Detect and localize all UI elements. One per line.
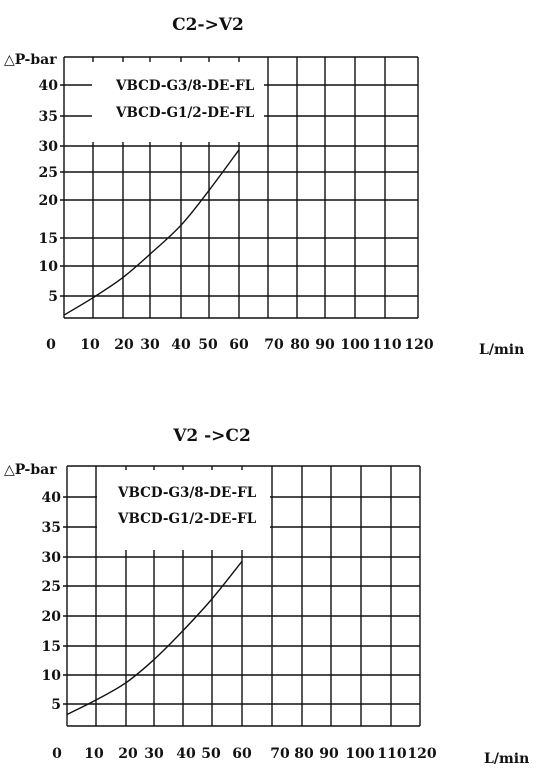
- x-tick-label: 60: [229, 337, 249, 353]
- y-tick-label: 40: [42, 490, 62, 506]
- x-tick-label: 0: [52, 746, 62, 762]
- x-tick-label: 60: [232, 746, 252, 762]
- x-tick-label: 0: [46, 337, 56, 353]
- x-axis-label: L/min: [479, 342, 524, 358]
- chart-c2-to-v2: C2->V2 △P-bar 5 10 15 20 25 30 35 40 0 10 20 30 40 50 60…: [4, 15, 524, 358]
- x-tick-label: 100: [340, 337, 369, 353]
- x-tick-label: 80: [290, 337, 310, 353]
- x-tick-label: 10: [84, 746, 104, 762]
- x-tick-label: 120: [407, 746, 436, 762]
- legend-entry: VBCD-G3/8-DE-FL: [115, 78, 255, 94]
- x-tick-label: 70: [264, 337, 284, 353]
- x-tick-label: 20: [118, 746, 138, 762]
- y-tick-label: 30: [42, 550, 62, 566]
- y-tick-label: 35: [42, 520, 61, 536]
- y-axis-label: △P-bar: [4, 52, 57, 68]
- x-tick-label: 50: [198, 337, 218, 353]
- y-tick-label: 30: [39, 139, 59, 155]
- y-tick-label: 5: [48, 289, 58, 305]
- series-line: [63, 149, 240, 316]
- x-tick-label: 110: [372, 337, 401, 353]
- y-tick-label: 20: [39, 193, 59, 209]
- x-tick-label: 50: [201, 746, 221, 762]
- y-tick-label: 10: [42, 668, 62, 684]
- x-tick-label: 70: [270, 746, 290, 762]
- y-tick-label: 25: [39, 165, 58, 181]
- series-line: [66, 560, 243, 716]
- legend-entry: VBCD-G1/2-DE-FL: [117, 511, 257, 527]
- y-tick-label: 40: [39, 78, 59, 94]
- legend-box: [97, 470, 270, 550]
- x-tick-label: 100: [345, 746, 374, 762]
- y-tick-label: 35: [39, 109, 58, 125]
- chart-v2-to-c2: V2 ->C2 △P-bar 5 10 15 20 25 30 35 40 0 10 20 30 40 50 6…: [4, 426, 529, 767]
- y-tick-label: 15: [42, 639, 61, 655]
- x-tick-label: 30: [144, 746, 164, 762]
- x-tick-label: 110: [377, 746, 406, 762]
- y-tick-label: 5: [51, 697, 61, 713]
- x-tick-label: 120: [404, 337, 433, 353]
- legend-entry: VBCD-G1/2-DE-FL: [115, 105, 255, 121]
- legend-box: [92, 62, 264, 142]
- y-tick-label: 20: [42, 609, 62, 625]
- x-tick-label: 10: [80, 337, 100, 353]
- y-tick-label: 15: [39, 231, 58, 247]
- x-tick-label: 40: [176, 746, 196, 762]
- y-tick-label: 25: [42, 579, 61, 595]
- x-tick-label: 20: [114, 337, 134, 353]
- y-axis-label: △P-bar: [4, 462, 57, 478]
- y-tick-label: 10: [39, 259, 59, 275]
- x-tick-label: 30: [140, 337, 160, 353]
- x-tick-label: 80: [294, 746, 314, 762]
- x-tick-label: 90: [315, 337, 335, 353]
- legend-entry: VBCD-G3/8-DE-FL: [117, 485, 257, 501]
- chart-title: C2->V2: [172, 15, 244, 35]
- x-tick-label: 90: [319, 746, 339, 762]
- x-axis-label: L/min: [484, 751, 529, 767]
- chart-title: V2 ->C2: [172, 426, 251, 446]
- x-tick-label: 40: [171, 337, 191, 353]
